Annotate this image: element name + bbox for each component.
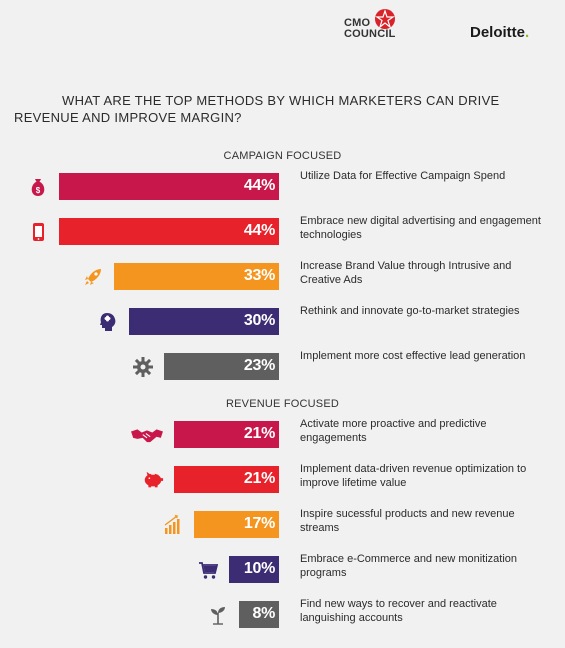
bar: 21%: [174, 466, 279, 493]
brain-head-icon: [97, 311, 119, 333]
council-text: COUNCIL: [344, 28, 396, 40]
bar: 21%: [174, 421, 279, 448]
bar: 23%: [164, 353, 279, 380]
bar-row: 10% Embrace e-Commerce and new monitizati…: [0, 550, 565, 590]
bar-category-label: Inspire sucessful products and new reven…: [300, 508, 515, 534]
section-label-campaign-focused: CAMPAIGN FOCUSED: [223, 150, 342, 162]
bar-category-label: Implement more cost effective lead gener…: [300, 350, 526, 362]
bar-value-label: 44%: [243, 177, 275, 194]
bar-value-label: 30%: [243, 312, 275, 329]
deloitte-dot: .: [525, 24, 530, 41]
chart-title: WHAT ARE THE TOP METHODS BY WHICH MARKET…: [14, 93, 500, 125]
bar: 44%: [59, 218, 279, 245]
header-logos: CMO COUNCIL Deloitte.: [0, 0, 565, 60]
shopping-cart-icon: [197, 559, 219, 581]
bar: 30%: [129, 308, 279, 335]
rocket-icon: [82, 266, 104, 288]
bar-row: 30% Rethink and innovate go-to-market str…: [0, 302, 565, 342]
svg-text:$: $: [36, 186, 41, 195]
money-bag-icon: $: [27, 176, 49, 198]
bar-category-label: Utilize Data for Effective Campaign Spen…: [300, 170, 506, 182]
bar-row: 33% Increase Brand Value through Intrusiv…: [0, 257, 565, 297]
bar-value-label: 8%: [252, 605, 275, 622]
cmo-council-emblem-icon: [375, 9, 395, 29]
bar-value-label: 17%: [243, 515, 275, 532]
deloitte-logo: Deloitte.: [470, 24, 529, 41]
growth-chart-icon: [162, 514, 184, 536]
piggy-bank-icon: [142, 469, 164, 491]
bar-row: 44% $ Utilize Data for Effective Campaign …: [0, 167, 565, 207]
deloitte-wordmark: Deloitte: [470, 24, 526, 41]
cmo-council-logo: CMO COUNCIL: [344, 8, 404, 50]
bar-value-label: 23%: [243, 357, 275, 374]
handshake-icon: [130, 424, 164, 446]
gear-icon: [132, 356, 154, 378]
bar-value-label: 33%: [243, 267, 275, 284]
bar-value-label: 21%: [243, 425, 275, 442]
bar-category-label: Find new ways to recover and reactivate …: [300, 598, 497, 624]
bar-row: 8% Find new ways to recover and reactivat…: [0, 595, 565, 635]
bar-category-label: Embrace new digital advertising and enga…: [300, 215, 541, 241]
bar-row: 17% Inspire sucessful products and new re…: [0, 505, 565, 545]
bar-row: 44% Embrace new digital advertising and e…: [0, 212, 565, 252]
bar-category-label: Activate more proactive and predictive e…: [300, 418, 487, 444]
bar-value-label: 10%: [243, 560, 275, 577]
bar: 8%: [239, 601, 279, 628]
bar-category-label: Embrace e-Commerce and new monitization …: [300, 553, 518, 579]
bar-category-label: Increase Brand Value through Intrusive a…: [300, 260, 512, 286]
bar: 17%: [194, 511, 279, 538]
cmo-council-wordmark: CMO COUNCIL: [344, 18, 396, 40]
bar-category-label: Implement data-driven revenue optimizati…: [300, 463, 527, 489]
mobile-phone-icon: [27, 221, 49, 243]
bar-value-label: 21%: [243, 470, 275, 487]
sprout-icon: [207, 604, 229, 626]
bar: 10%: [229, 556, 279, 583]
bar: 44%: [59, 173, 279, 200]
bar-row: 21% Implement data-driven revenue optimiz…: [0, 460, 565, 500]
bar-category-label: Rethink and innovate go-to-market strate…: [300, 305, 520, 317]
bar-row: 21% Activate more proactive and predictiv…: [0, 415, 565, 455]
section-label-revenue-focused: REVENUE FOCUSED: [225, 398, 340, 410]
bar-value-label: 44%: [243, 222, 275, 239]
bar-row: 23% Implement more cost effective lead ge…: [0, 347, 565, 387]
cmo-text: CMO: [344, 17, 371, 29]
bar: 33%: [114, 263, 279, 290]
